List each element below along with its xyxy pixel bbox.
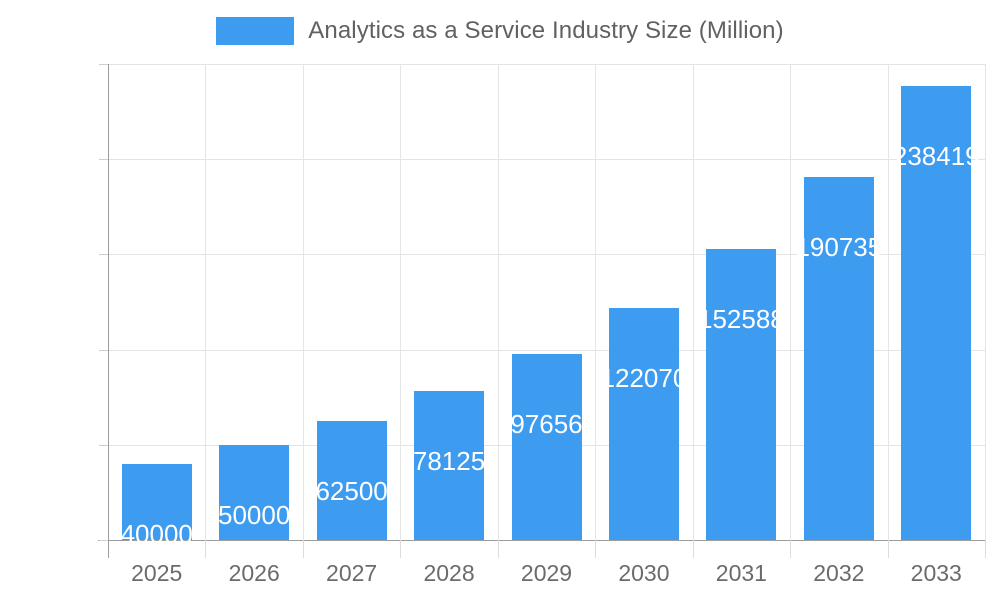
x-axis-tick-mark [108, 540, 109, 558]
x-axis-tick-label: 2029 [520, 560, 573, 586]
x-axis-tick-label: 2030 [618, 560, 670, 586]
x-axis-tick-mark [887, 540, 889, 558]
x-axis-tick-label: 2025 [131, 560, 183, 586]
x-axis-tick-mark [595, 540, 597, 558]
gridline-vertical [985, 64, 986, 540]
x-axis-tick-label: 2026 [228, 560, 280, 586]
x-axis-tick-mark [302, 540, 304, 558]
gridline-vertical [108, 64, 109, 550]
x-axis-tick-mark [692, 540, 694, 558]
gridline-horizontal [108, 254, 985, 256]
legend-swatch-icon [216, 17, 295, 45]
x-axis-tick-label: 2032 [813, 560, 865, 586]
gridline-horizontal [108, 64, 985, 65]
bar[interactable] [608, 307, 679, 540]
gridline-vertical [790, 64, 792, 540]
gridline-vertical [887, 64, 889, 540]
bar[interactable] [121, 463, 192, 540]
gridline-vertical [497, 64, 499, 540]
x-axis-tick-label: 2031 [715, 560, 767, 586]
x-axis-tick-mark [790, 540, 792, 558]
x-axis-tick-mark [205, 540, 207, 558]
gridline-vertical [400, 64, 402, 540]
y-axis-tick-mark [99, 444, 108, 446]
gridline-vertical [205, 64, 207, 540]
legend-label: Analytics as a Service Industry Size (Mi… [308, 17, 784, 44]
x-axis-tick-mark [400, 540, 402, 558]
bar[interactable] [316, 421, 387, 540]
y-axis-tick-mark [99, 159, 108, 161]
bar[interactable] [219, 444, 290, 540]
gridline-vertical [302, 64, 304, 540]
gridline-horizontal [98, 540, 985, 541]
x-axis-tick-label: 2033 [910, 560, 962, 586]
bar[interactable] [901, 86, 972, 540]
plot-area: 050000100000150000200000250000 202520262… [98, 64, 986, 586]
gridline-horizontal [108, 159, 985, 161]
x-axis-tick-label: 2027 [326, 560, 378, 586]
x-axis-tick-mark [985, 540, 986, 558]
bar[interactable] [803, 176, 874, 540]
y-axis-tick-mark [99, 540, 108, 541]
bar[interactable] [414, 391, 485, 540]
x-axis-tick-label: 2028 [423, 560, 475, 586]
y-axis-tick-mark [99, 254, 108, 256]
x-axis-tick-mark [497, 540, 499, 558]
y-axis-tick-mark [99, 64, 108, 65]
gridline-vertical [595, 64, 597, 540]
y-axis-tick-mark [99, 349, 108, 351]
bar[interactable] [511, 354, 582, 540]
gridline-vertical [692, 64, 694, 540]
gridline-horizontal [108, 349, 985, 351]
chart-legend: Analytics as a Service Industry Size (Mi… [0, 14, 1000, 48]
bar[interactable] [706, 249, 777, 540]
